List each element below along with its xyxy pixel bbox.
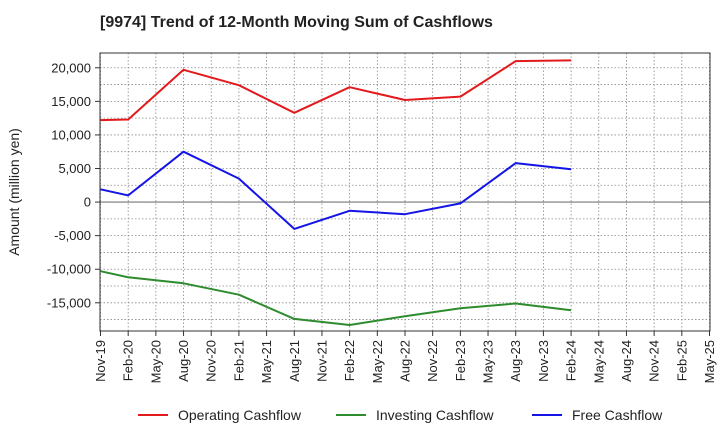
series-line-free-cashflow: [100, 150, 572, 230]
x-tick-label: May-22: [370, 340, 385, 383]
y-tick-label: -15,000: [47, 295, 91, 310]
plot-frame: [99, 52, 711, 332]
x-tick-label: May-24: [591, 340, 606, 383]
x-tick-label: Nov-21: [314, 340, 329, 382]
legend-label: Investing Cashflow: [376, 407, 494, 423]
x-tick-label: Aug-21: [287, 340, 302, 382]
series-line-operating-cashflow: [100, 59, 572, 122]
x-tick-label: Feb-25: [674, 340, 689, 381]
x-tick-label: May-21: [259, 340, 274, 383]
legend-label: Free Cashflow: [572, 407, 663, 423]
y-axis-label: Amount (million yen): [6, 128, 22, 256]
y-tick-label: 0: [84, 195, 91, 210]
x-tick-label: Aug-24: [619, 340, 634, 382]
x-tick-label: Feb-23: [453, 340, 468, 381]
y-tick-label: -10,000: [47, 262, 91, 277]
x-tick-label: Nov-19: [93, 340, 108, 382]
x-tick-label: Nov-23: [536, 340, 551, 382]
series-line-investing-cashflow: [100, 270, 572, 326]
x-tick-label: May-25: [702, 340, 717, 383]
x-tick-label: Nov-22: [425, 340, 440, 382]
x-tick-label: Aug-23: [508, 340, 523, 382]
y-tick-label: 20,000: [51, 60, 91, 75]
legend-label: Operating Cashflow: [178, 407, 302, 423]
x-tick-label: Nov-24: [647, 340, 662, 382]
x-tick-label: Feb-21: [231, 340, 246, 381]
x-tick-label: Feb-22: [342, 340, 357, 381]
x-tick-label: Nov-20: [204, 340, 219, 382]
y-tick-label: 5,000: [58, 161, 91, 176]
x-tick-label: May-23: [481, 340, 496, 383]
x-tick-label: Feb-24: [564, 340, 579, 381]
x-tick-label: Aug-20: [176, 340, 191, 382]
y-tick-label: -5,000: [54, 228, 91, 243]
x-tick-label: May-20: [148, 340, 163, 383]
x-tick-label: Aug-22: [398, 340, 413, 382]
y-tick-label: 15,000: [51, 94, 91, 109]
y-tick-label: 10,000: [51, 127, 91, 142]
chart-title: [9974] Trend of 12-Month Moving Sum of C…: [100, 14, 493, 31]
x-tick-label: Feb-20: [121, 340, 136, 381]
